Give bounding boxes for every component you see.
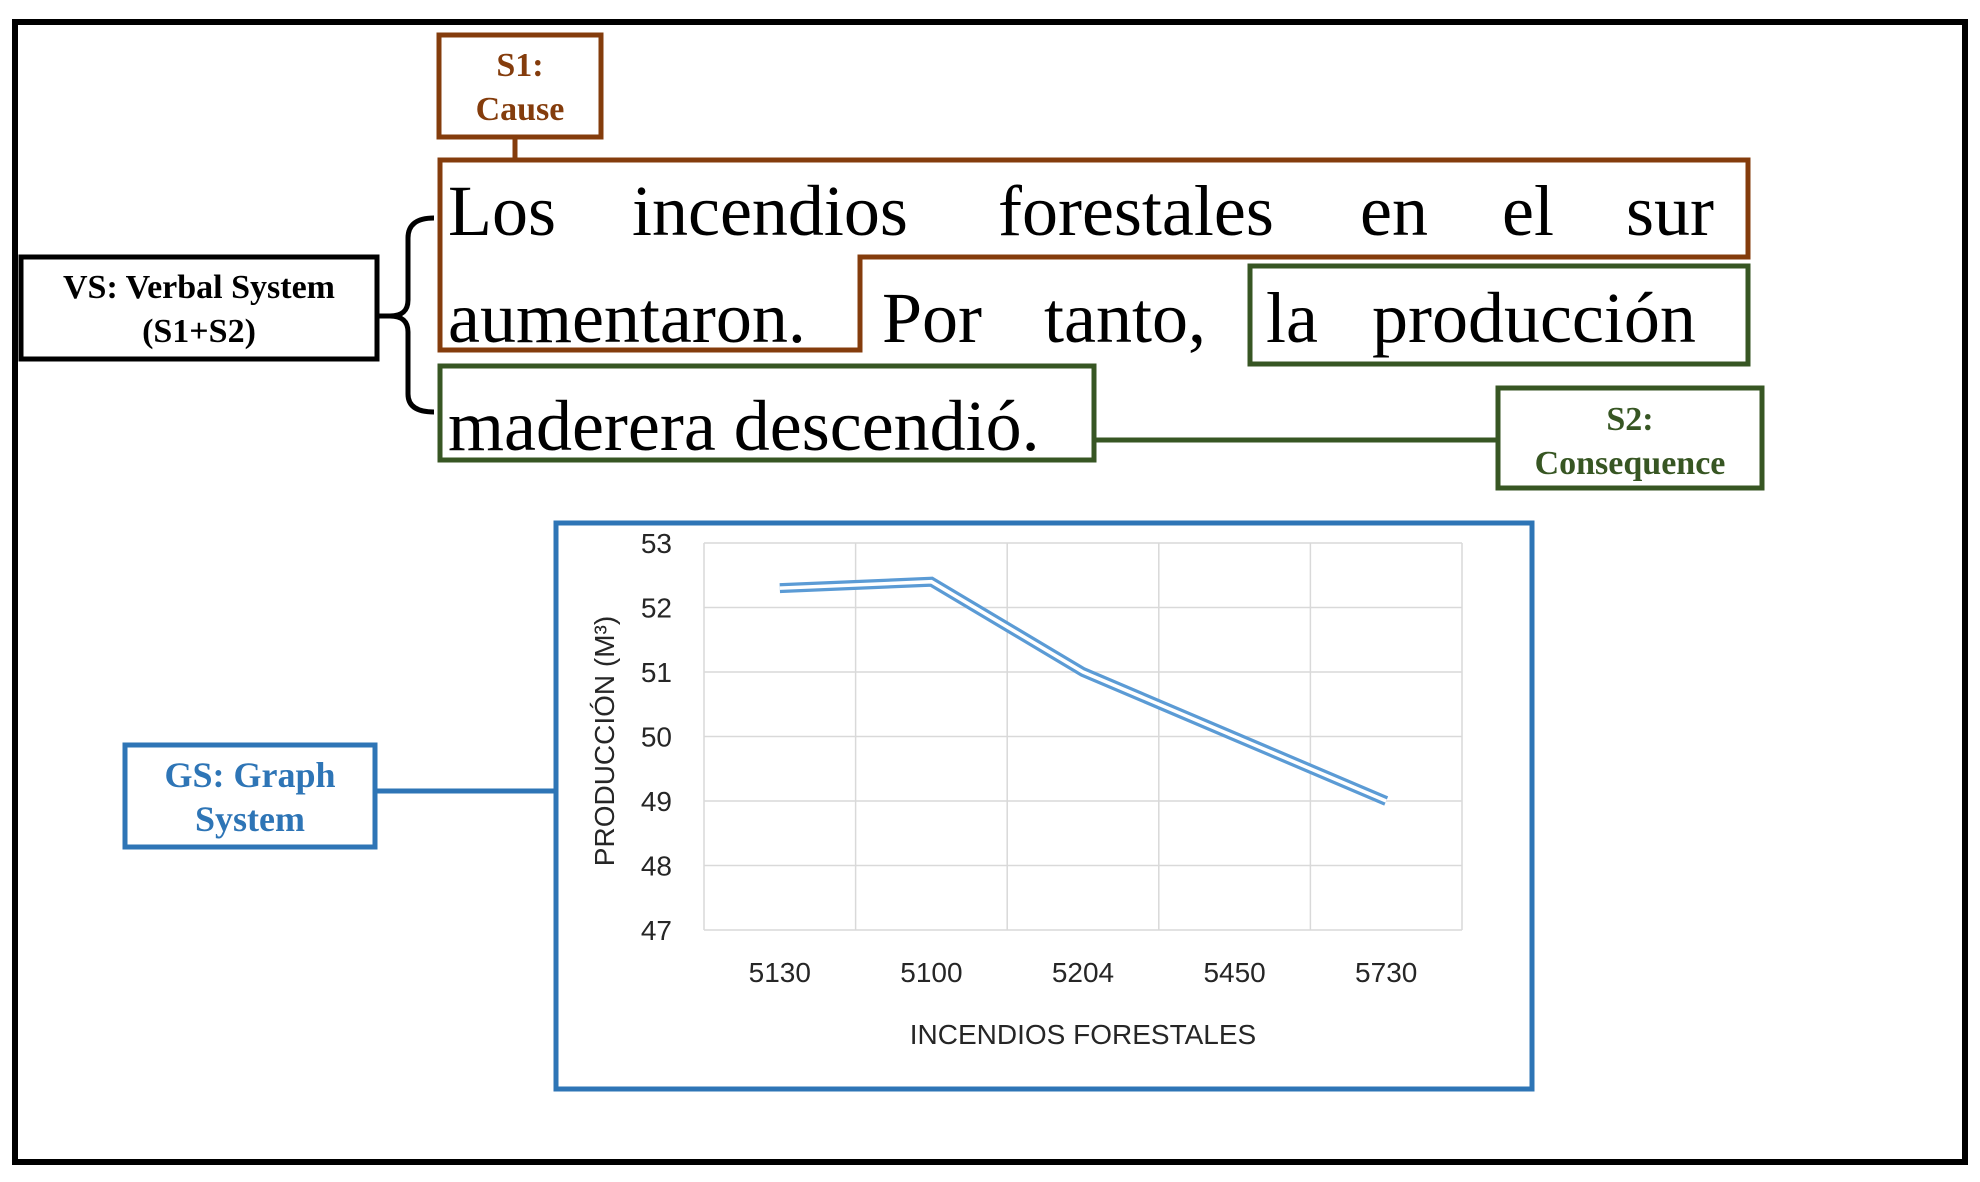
s2-label-line1: S2:: [1606, 401, 1653, 438]
x-tick-labels: 5130 5100 5204 5450 5730: [749, 957, 1418, 988]
x-tick-label: 5100: [900, 957, 962, 988]
vs-verbal-system-label: VS: Verbal System (S1+S2): [18, 254, 380, 362]
chart-frame: [553, 520, 1535, 1092]
word: incendios: [632, 171, 908, 251]
gs-label-line2: System: [195, 799, 305, 839]
x-axis-label: INCENDIOS FORESTALES: [910, 1019, 1256, 1050]
x-tick-label: 5450: [1203, 957, 1265, 988]
x-tick-label: 5130: [749, 957, 811, 988]
s2-label-box: [1495, 385, 1765, 491]
s2-outline-bottom: [437, 363, 1097, 463]
word: Los: [448, 171, 556, 251]
y-tick-label: 51: [641, 657, 672, 688]
s1-cause-outline: [437, 157, 1751, 353]
gs-label-line1: GS: Graph: [164, 755, 335, 795]
word: forestales: [998, 171, 1274, 251]
s1-label-line1: S1:: [496, 47, 543, 84]
vs-label-line2: (S1+S2): [142, 313, 256, 350]
s1-label-line2: Cause: [476, 91, 565, 128]
s1-label-box: [436, 32, 604, 140]
word: Por: [882, 278, 982, 358]
vs-label-line1: VS: Verbal System: [63, 269, 335, 306]
y-tick-labels: 47 48 49 50 51 52 53: [641, 528, 672, 946]
word: tanto,: [1044, 278, 1206, 358]
chart-series: [779, 576, 1389, 806]
word: producción: [1372, 278, 1696, 358]
word: maderera descendió.: [448, 386, 1040, 466]
sentence-line-3: maderera descendió.: [448, 386, 1040, 466]
gs-graph-system-label: GS: Graph System: [122, 742, 378, 850]
y-tick-label: 52: [641, 593, 672, 624]
sentence-line-1: Los incendios forestales en el sur: [448, 171, 1714, 251]
y-tick-label: 50: [641, 722, 672, 753]
y-tick-label: 47: [641, 915, 672, 946]
x-tick-label: 5204: [1052, 957, 1114, 988]
word: aumentaron.: [448, 278, 806, 358]
word: en: [1360, 171, 1428, 251]
word: sur: [1626, 171, 1714, 251]
sentence-line-2: aumentaron. Por tanto, la producción: [448, 278, 1696, 358]
word: el: [1502, 171, 1554, 251]
word: la: [1266, 278, 1318, 358]
s2-consequence-label: S2: Consequence: [1495, 385, 1765, 491]
y-axis-label: PRODUCCIÓN (M³): [589, 616, 620, 866]
y-tick-label: 49: [641, 786, 672, 817]
x-tick-label: 5730: [1355, 957, 1417, 988]
y-tick-label: 53: [641, 528, 672, 559]
vs-label-box: [18, 254, 380, 362]
s1-cause-label: S1: Cause: [436, 32, 604, 140]
gs-label-box: [122, 742, 378, 850]
s2-label-line2: Consequence: [1535, 445, 1726, 482]
series-line-inner: [779, 579, 1387, 803]
y-tick-label: 48: [641, 851, 672, 882]
s2-outline-top: [1247, 263, 1751, 367]
line-chart: 47 48 49 50 51 52 53 5130 5100 5204 5450 5730 INCE…: [553, 520, 1535, 1092]
